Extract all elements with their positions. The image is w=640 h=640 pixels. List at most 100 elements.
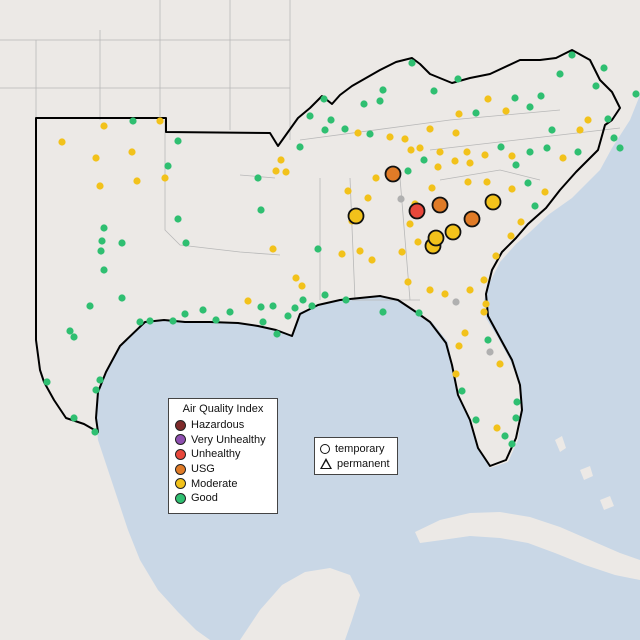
monitor-marker[interactable] bbox=[434, 163, 442, 171]
monitor-marker[interactable] bbox=[543, 144, 551, 152]
monitor-marker[interactable] bbox=[96, 376, 104, 384]
monitor-marker[interactable] bbox=[96, 182, 104, 190]
monitor-marker[interactable] bbox=[507, 232, 515, 240]
monitor-marker[interactable] bbox=[541, 188, 549, 196]
temporary-monitor-marker[interactable] bbox=[431, 196, 449, 214]
monitor-marker[interactable] bbox=[212, 316, 220, 324]
monitor-marker[interactable] bbox=[420, 156, 428, 164]
monitor-marker[interactable] bbox=[600, 64, 608, 72]
monitor-marker[interactable] bbox=[308, 302, 316, 310]
monitor-marker[interactable] bbox=[482, 300, 490, 308]
monitor-marker[interactable] bbox=[338, 250, 346, 258]
monitor-marker[interactable] bbox=[128, 148, 136, 156]
monitor-marker[interactable] bbox=[70, 414, 78, 422]
monitor-marker[interactable] bbox=[98, 237, 106, 245]
monitor-marker[interactable] bbox=[397, 195, 405, 203]
monitor-marker[interactable] bbox=[414, 238, 422, 246]
monitor-marker[interactable] bbox=[486, 348, 494, 356]
monitor-marker[interactable] bbox=[610, 134, 618, 142]
monitor-marker[interactable] bbox=[284, 312, 292, 320]
monitor-marker[interactable] bbox=[291, 304, 299, 312]
monitor-marker[interactable] bbox=[524, 179, 532, 187]
monitor-marker[interactable] bbox=[118, 294, 126, 302]
monitor-marker[interactable] bbox=[511, 94, 519, 102]
monitor-marker[interactable] bbox=[181, 310, 189, 318]
monitor-marker[interactable] bbox=[415, 309, 423, 317]
monitor-marker[interactable] bbox=[100, 266, 108, 274]
monitor-marker[interactable] bbox=[86, 302, 94, 310]
monitor-marker[interactable] bbox=[129, 117, 137, 125]
monitor-marker[interactable] bbox=[426, 125, 434, 133]
monitor-marker[interactable] bbox=[466, 159, 474, 167]
monitor-marker[interactable] bbox=[407, 146, 415, 154]
monitor-marker[interactable] bbox=[342, 296, 350, 304]
monitor-marker[interactable] bbox=[401, 135, 409, 143]
monitor-marker[interactable] bbox=[576, 126, 584, 134]
temporary-monitor-marker[interactable] bbox=[484, 193, 502, 211]
monitor-marker[interactable] bbox=[58, 138, 66, 146]
monitor-marker[interactable] bbox=[299, 296, 307, 304]
monitor-marker[interactable] bbox=[513, 398, 521, 406]
monitor-marker[interactable] bbox=[461, 329, 469, 337]
monitor-marker[interactable] bbox=[430, 87, 438, 95]
monitor-marker[interactable] bbox=[257, 303, 265, 311]
monitor-marker[interactable] bbox=[91, 428, 99, 436]
monitor-marker[interactable] bbox=[136, 318, 144, 326]
monitor-marker[interactable] bbox=[321, 291, 329, 299]
monitor-marker[interactable] bbox=[226, 308, 234, 316]
monitor-marker[interactable] bbox=[463, 148, 471, 156]
monitor-marker[interactable] bbox=[327, 116, 335, 124]
monitor-marker[interactable] bbox=[257, 206, 265, 214]
monitor-marker[interactable] bbox=[568, 51, 576, 59]
monitor-marker[interactable] bbox=[272, 167, 280, 175]
monitor-marker[interactable] bbox=[364, 194, 372, 202]
monitor-marker[interactable] bbox=[146, 317, 154, 325]
monitor-marker[interactable] bbox=[344, 187, 352, 195]
monitor-marker[interactable] bbox=[483, 178, 491, 186]
monitor-marker[interactable] bbox=[404, 167, 412, 175]
monitor-marker[interactable] bbox=[574, 148, 582, 156]
monitor-marker[interactable] bbox=[182, 239, 190, 247]
monitor-marker[interactable] bbox=[451, 157, 459, 165]
monitor-marker[interactable] bbox=[199, 306, 207, 314]
monitor-marker[interactable] bbox=[492, 252, 500, 260]
monitor-marker[interactable] bbox=[100, 122, 108, 130]
monitor-marker[interactable] bbox=[97, 247, 105, 255]
temporary-monitor-marker[interactable] bbox=[384, 165, 402, 183]
monitor-marker[interactable] bbox=[584, 116, 592, 124]
monitor-marker[interactable] bbox=[43, 378, 51, 386]
monitor-marker[interactable] bbox=[632, 90, 640, 98]
monitor-marker[interactable] bbox=[376, 97, 384, 105]
temporary-monitor-marker[interactable] bbox=[463, 210, 481, 228]
monitor-marker[interactable] bbox=[426, 286, 434, 294]
monitor-marker[interactable] bbox=[512, 414, 520, 422]
monitor-marker[interactable] bbox=[282, 168, 290, 176]
monitor-marker[interactable] bbox=[292, 274, 300, 282]
monitor-marker[interactable] bbox=[428, 184, 436, 192]
monitor-marker[interactable] bbox=[368, 256, 376, 264]
monitor-marker[interactable] bbox=[379, 86, 387, 94]
monitor-marker[interactable] bbox=[164, 162, 172, 170]
monitor-marker[interactable] bbox=[398, 248, 406, 256]
monitor-marker[interactable] bbox=[452, 370, 460, 378]
monitor-marker[interactable] bbox=[493, 424, 501, 432]
monitor-marker[interactable] bbox=[548, 126, 556, 134]
monitor-marker[interactable] bbox=[604, 115, 612, 123]
monitor-marker[interactable] bbox=[386, 133, 394, 141]
monitor-marker[interactable] bbox=[298, 282, 306, 290]
monitor-marker[interactable] bbox=[277, 156, 285, 164]
monitor-marker[interactable] bbox=[458, 387, 466, 395]
monitor-marker[interactable] bbox=[100, 224, 108, 232]
monitor-marker[interactable] bbox=[92, 154, 100, 162]
monitor-marker[interactable] bbox=[508, 440, 516, 448]
monitor-marker[interactable] bbox=[436, 148, 444, 156]
monitor-marker[interactable] bbox=[472, 416, 480, 424]
temporary-monitor-marker[interactable] bbox=[408, 202, 426, 220]
monitor-marker[interactable] bbox=[454, 75, 462, 83]
monitor-marker[interactable] bbox=[559, 154, 567, 162]
monitor-marker[interactable] bbox=[517, 218, 525, 226]
monitor-marker[interactable] bbox=[526, 148, 534, 156]
monitor-marker[interactable] bbox=[508, 185, 516, 193]
monitor-marker[interactable] bbox=[455, 342, 463, 350]
